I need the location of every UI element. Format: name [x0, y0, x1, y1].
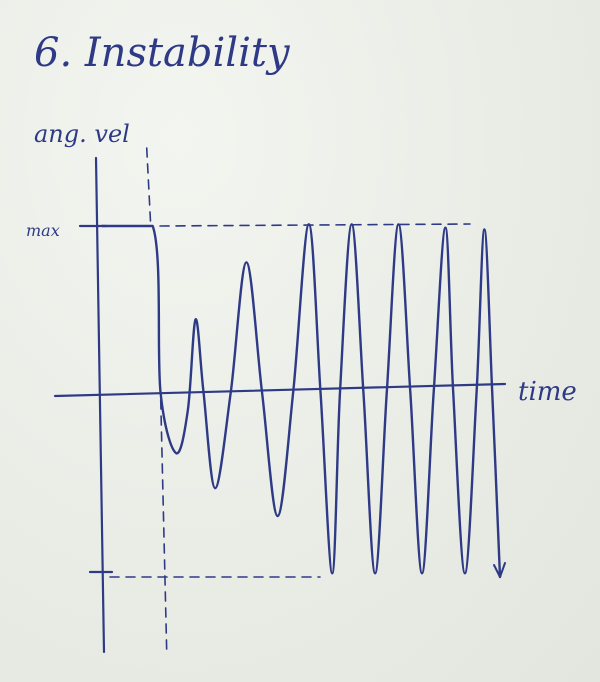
series-end-mark	[493, 562, 506, 578]
max-reference-line	[159, 223, 471, 227]
x-axis-label: time	[518, 377, 577, 407]
onset-reference-line-upper	[145, 147, 152, 227]
y-axis	[94, 156, 106, 654]
reference-lines	[109, 147, 471, 653]
series-curve-group	[100, 223, 506, 579]
y-axis-label: ang. vel	[34, 120, 130, 148]
y-tick-label-max: max	[26, 221, 60, 240]
onset-reference-line-lower	[159, 399, 168, 653]
x-axis	[53, 382, 507, 398]
chart-title: 6. Instability	[34, 30, 291, 76]
series-line	[100, 223, 502, 579]
